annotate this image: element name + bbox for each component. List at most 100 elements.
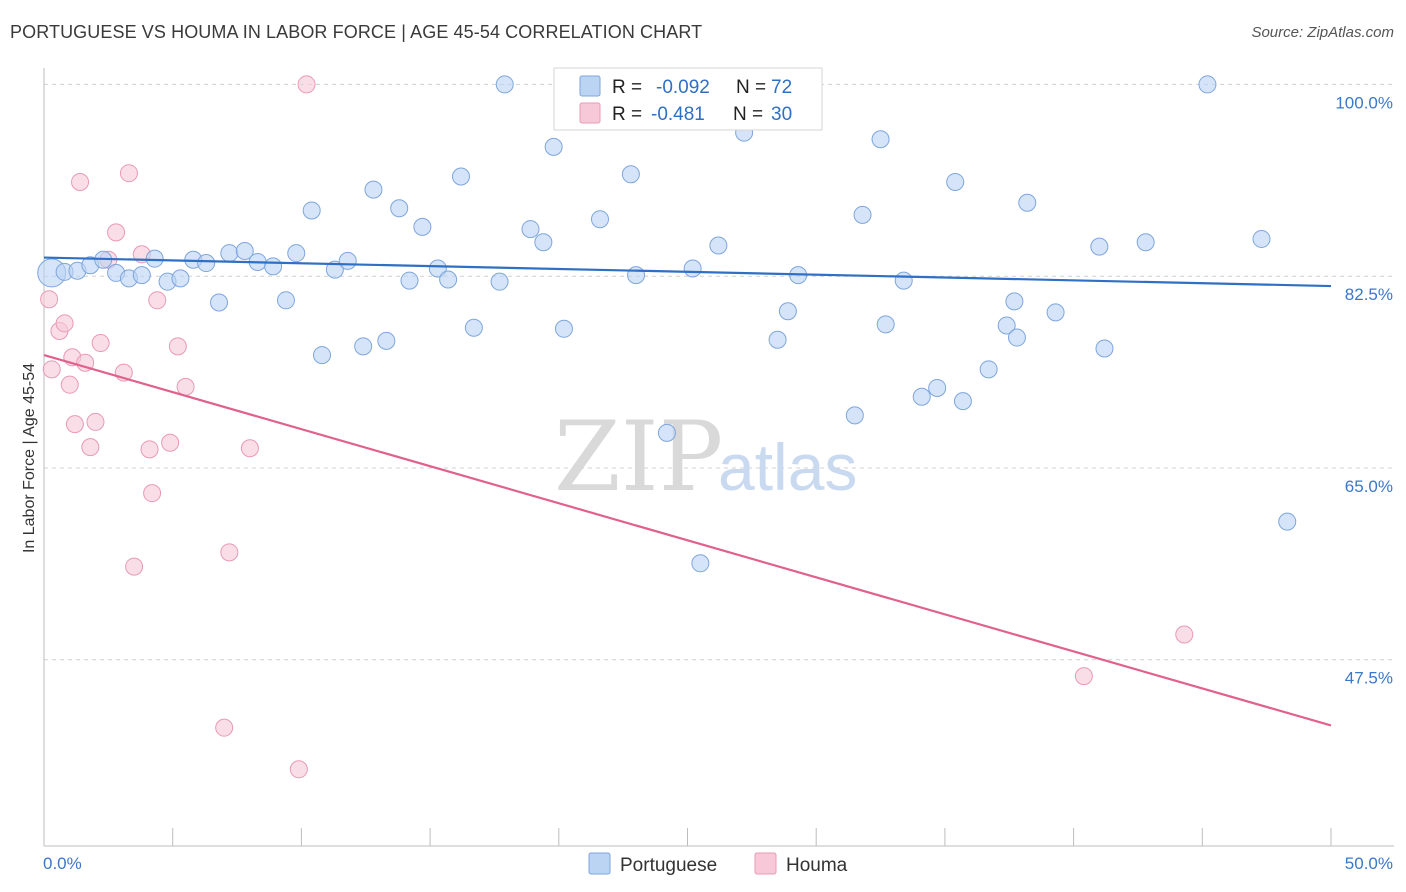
portuguese-point xyxy=(768,330,787,349)
portuguese-point xyxy=(413,217,432,236)
y-tick-label-3: 47.5% xyxy=(1345,669,1393,688)
bottom-legend-label-portuguese: Portuguese xyxy=(620,855,717,876)
houma-point xyxy=(176,377,195,396)
portuguese-point xyxy=(390,199,409,218)
portuguese-point xyxy=(210,293,229,312)
portuguese-point xyxy=(264,257,283,276)
portuguese-points xyxy=(37,75,1297,573)
portuguese-point xyxy=(554,319,573,338)
portuguese-point xyxy=(912,387,931,406)
legend-n-value-houma: 30 xyxy=(771,104,792,125)
legend-r-label-houma: R = xyxy=(612,104,642,125)
legend-n-label-portuguese: N = xyxy=(736,77,766,98)
bottom-legend-label-houma: Houma xyxy=(786,855,848,876)
houma-point xyxy=(60,375,79,394)
portuguese-point xyxy=(464,318,483,337)
watermark: ZIP atlas xyxy=(554,401,857,513)
houma-point xyxy=(220,543,239,562)
portuguese-point xyxy=(946,172,965,191)
houma-point xyxy=(125,557,144,576)
houma-point xyxy=(107,223,126,242)
bottom-legend-swatch-houma xyxy=(754,852,777,875)
portuguese-point xyxy=(1005,292,1024,311)
y-tick-labels: 100.0% 82.5% 65.0% 47.5% xyxy=(1335,93,1393,687)
portuguese-point xyxy=(451,167,470,186)
portuguese-point xyxy=(1278,512,1297,531)
watermark-zip: ZIP xyxy=(554,401,723,513)
portuguese-point xyxy=(871,130,890,149)
portuguese-point xyxy=(928,378,947,397)
portuguese-point xyxy=(1090,237,1109,256)
y-tick-label-1: 82.5% xyxy=(1345,285,1393,304)
portuguese-point xyxy=(235,241,254,260)
portuguese-point xyxy=(439,270,458,289)
portuguese-point xyxy=(1046,303,1065,322)
portuguese-point xyxy=(1198,75,1217,94)
houma-point xyxy=(42,360,61,379)
portuguese-point xyxy=(853,205,872,224)
houma-point xyxy=(86,412,105,431)
portuguese-point xyxy=(145,249,164,268)
portuguese-point xyxy=(325,260,344,279)
houma-point xyxy=(148,291,167,310)
portuguese-point xyxy=(495,75,514,94)
legend-n-label-houma: N = xyxy=(733,104,763,125)
series-legend: Portuguese Houma xyxy=(588,852,848,876)
houma-point xyxy=(143,484,162,503)
houma-points xyxy=(40,75,1194,779)
axes xyxy=(43,68,1394,847)
portuguese-point xyxy=(171,269,190,288)
x-tick-label-1: 50.0% xyxy=(1345,854,1393,873)
houma-point xyxy=(81,438,100,457)
portuguese-point xyxy=(400,271,419,290)
portuguese-point xyxy=(657,423,676,442)
legend-swatch-portuguese xyxy=(579,75,601,97)
houma-point xyxy=(65,415,84,434)
portuguese-point xyxy=(1018,193,1037,212)
portuguese-point xyxy=(312,346,331,365)
portuguese-point xyxy=(1007,328,1026,347)
portuguese-point xyxy=(132,266,151,285)
legend-r-value-houma: -0.481 xyxy=(651,104,705,125)
portuguese-point xyxy=(1252,229,1271,248)
portuguese-point xyxy=(876,315,895,334)
houma-point xyxy=(91,334,110,353)
portuguese-point xyxy=(590,210,609,229)
houma-point xyxy=(1175,625,1194,644)
portuguese-point xyxy=(428,259,447,278)
watermark-atlas: atlas xyxy=(718,430,857,504)
gridlines xyxy=(44,83,1394,661)
portuguese-point xyxy=(683,259,702,278)
legend-swatch-houma xyxy=(579,102,601,124)
portuguese-trend-line xyxy=(43,256,1332,288)
houma-trend-line xyxy=(43,354,1332,727)
bottom-legend-swatch-portuguese xyxy=(588,852,611,875)
portuguese-point xyxy=(197,254,216,273)
houma-point xyxy=(289,760,308,779)
x-tick-label-0: 0.0% xyxy=(43,854,82,873)
y-tick-label-2: 65.0% xyxy=(1345,477,1393,496)
portuguese-point xyxy=(338,251,357,270)
portuguese-point xyxy=(953,392,972,411)
y-axis-label: In Labor Force | Age 45-54 xyxy=(21,363,38,553)
trend-lines xyxy=(43,256,1332,727)
houma-point xyxy=(297,75,316,94)
portuguese-point xyxy=(691,554,710,573)
y-tick-label-0: 100.0% xyxy=(1335,93,1393,112)
portuguese-point xyxy=(709,236,728,255)
portuguese-point xyxy=(979,360,998,379)
source-credit: Source: ZipAtlas.com xyxy=(1251,24,1394,41)
portuguese-point xyxy=(1095,339,1114,358)
correlation-legend: R = -0.092 N = 72 R = -0.481 N = 30 xyxy=(553,67,823,131)
legend-r-value-portuguese: -0.092 xyxy=(656,77,710,98)
x-tick-labels: 0.0% 50.0% xyxy=(43,854,1393,873)
houma-point xyxy=(55,314,74,333)
portuguese-point xyxy=(377,331,396,350)
portuguese-point xyxy=(894,271,913,290)
portuguese-point xyxy=(276,291,295,310)
houma-point xyxy=(76,353,95,372)
portuguese-point xyxy=(997,316,1016,335)
houma-point xyxy=(71,172,90,191)
houma-point xyxy=(168,337,187,356)
